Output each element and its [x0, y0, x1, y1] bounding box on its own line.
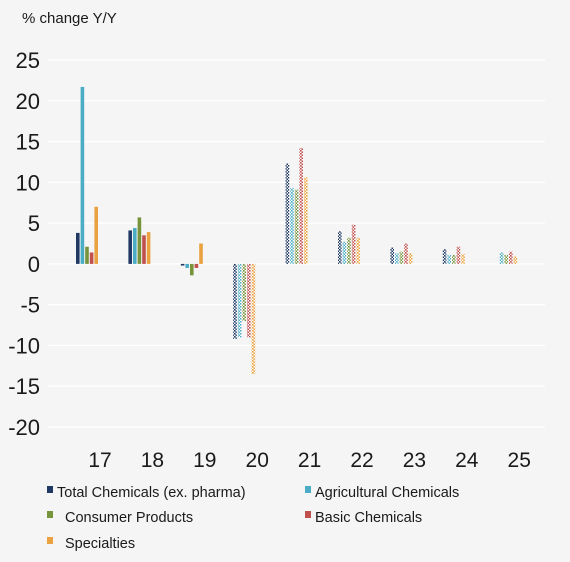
bar	[442, 249, 447, 264]
bar	[338, 231, 342, 264]
bar	[128, 230, 132, 264]
y-tick-label: 0	[28, 252, 40, 277]
bar	[294, 189, 299, 264]
y-tick-label: 5	[28, 211, 40, 236]
bar	[94, 206, 98, 264]
y-tick-label: 10	[16, 170, 40, 195]
legend-label: Basic Chemicals	[315, 510, 422, 526]
legend-swatch	[305, 511, 311, 518]
bar	[395, 253, 399, 264]
bar	[85, 246, 89, 264]
bar	[180, 263, 185, 266]
bar	[452, 254, 456, 264]
x-tick-label: 17	[88, 449, 111, 472]
bar	[133, 228, 137, 264]
bar	[351, 224, 356, 264]
bar	[80, 86, 85, 264]
x-tick-label: 24	[455, 449, 479, 472]
bar	[237, 263, 242, 338]
bar	[146, 232, 151, 264]
y-tick-label: -10	[8, 333, 40, 358]
bar	[199, 243, 203, 264]
y-tick-label: 25	[16, 48, 40, 73]
y-axis-title: % change Y/Y	[22, 10, 117, 27]
x-tick-label: 25	[508, 449, 531, 472]
x-tick-label: 20	[246, 449, 269, 472]
bar	[447, 254, 451, 264]
x-tick-label: 18	[141, 449, 164, 472]
bar	[504, 254, 508, 264]
bar	[456, 246, 461, 264]
bar	[137, 217, 142, 264]
bar	[190, 263, 194, 276]
legend-label: Consumer Products	[65, 510, 193, 526]
bar	[76, 232, 80, 264]
bar	[509, 251, 513, 264]
bar	[304, 177, 308, 264]
bar	[342, 241, 347, 264]
bar	[356, 237, 360, 264]
x-tick-label: 23	[403, 449, 426, 472]
legend-swatch	[47, 537, 53, 544]
bar	[194, 263, 199, 268]
bar	[461, 254, 465, 264]
bar	[408, 253, 413, 264]
bar	[347, 237, 351, 264]
x-tick-label: 19	[193, 449, 216, 472]
bar	[290, 188, 294, 264]
bar	[233, 263, 237, 339]
bar	[390, 247, 394, 264]
y-tick-label: -15	[8, 374, 40, 399]
bar	[404, 243, 408, 264]
x-axis-ticks: 17 18 19 20 21 22 23 24 25	[88, 449, 531, 472]
bar	[242, 263, 246, 321]
bar	[399, 251, 404, 264]
legend: Total Chemicals (ex. pharma) Agricultural…	[47, 485, 459, 552]
y-tick-label: 15	[16, 130, 40, 155]
y-tick-label: -5	[20, 293, 40, 318]
legend-swatch	[305, 486, 311, 493]
bar	[89, 252, 94, 264]
bar	[185, 263, 189, 268]
legend-label: Agricultural Chemicals	[315, 485, 459, 501]
bars	[76, 86, 518, 374]
legend-label: Total Chemicals (ex. pharma)	[57, 485, 246, 501]
y-axis-ticks: 25 20 15 10 5 0 -5 -10 -15 -20	[8, 48, 40, 440]
legend-swatch	[47, 511, 53, 518]
bar	[299, 148, 303, 264]
y-tick-label: -20	[8, 415, 40, 440]
bar	[142, 235, 146, 264]
bar	[247, 263, 251, 338]
bar	[285, 163, 290, 264]
x-tick-label: 21	[298, 449, 321, 472]
bar	[513, 256, 518, 264]
bar	[499, 252, 504, 264]
x-tick-label: 22	[350, 449, 373, 472]
legend-label: Specialties	[65, 536, 135, 552]
legend-swatch	[47, 486, 53, 493]
bar	[251, 263, 256, 374]
y-tick-label: 20	[16, 89, 40, 114]
